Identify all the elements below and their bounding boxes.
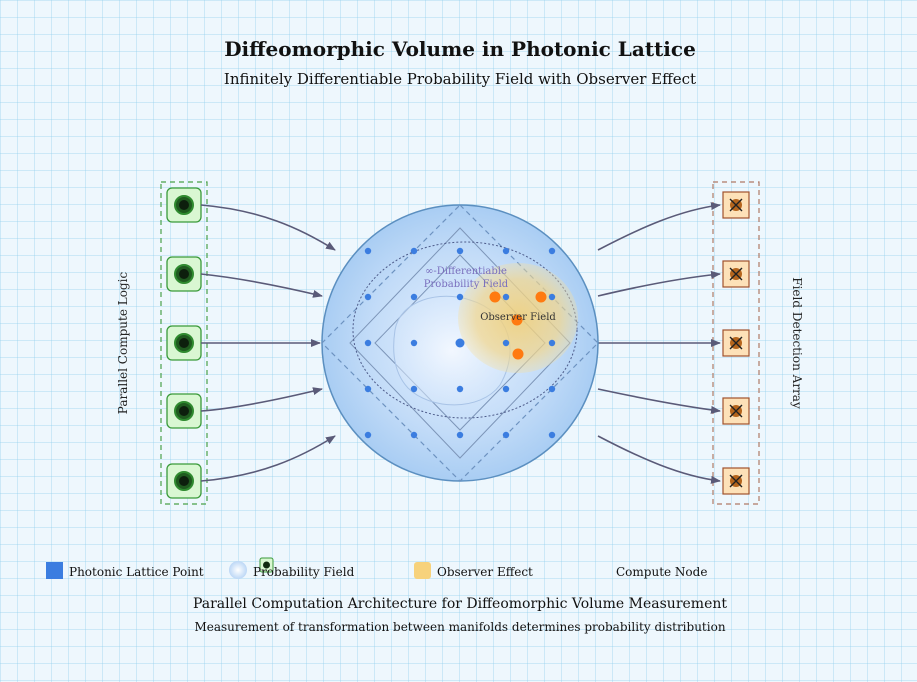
lattice-point (410, 431, 418, 439)
output-arrow (597, 270, 721, 297)
lattice-point (410, 385, 418, 393)
page-title: Diffeomorphic Volume in Photonic Lattice (224, 37, 696, 61)
detector-cross-icon (729, 336, 743, 350)
detector-panel: Field Detection Array (712, 181, 804, 505)
lattice-point (456, 247, 464, 255)
output-arrow (597, 435, 721, 484)
photonic-sphere: ∞-Differentiable Probability Field Obser… (321, 204, 599, 482)
compute-node (166, 256, 202, 292)
lattice-point (364, 431, 372, 439)
legend-probability-label: Probability Field (253, 565, 355, 579)
legend-probability-swatch (229, 561, 247, 579)
input-arrow (200, 387, 323, 412)
footer-note: Measurement of transformation between ma… (194, 620, 725, 634)
observer-point (489, 291, 501, 303)
compute-node-core (179, 269, 189, 279)
lattice-point (364, 385, 372, 393)
compute-node-core (179, 338, 189, 348)
lattice-point-grid (364, 247, 556, 439)
legend-compute-label: Compute Node (616, 565, 707, 579)
legend-observer-swatch (414, 562, 431, 579)
legend-lattice-label: Photonic Lattice Point (69, 565, 204, 579)
legend: Photonic Lattice Point Probability Field… (46, 557, 707, 579)
lattice-point (456, 431, 464, 439)
lattice-point (548, 431, 556, 439)
detector-cross-icon (729, 267, 743, 281)
input-arrow (200, 204, 336, 251)
detector (722, 191, 750, 219)
lattice-point (410, 293, 418, 301)
compute-node (166, 325, 202, 361)
lattice-point (548, 247, 556, 255)
detector (722, 329, 750, 357)
lattice-point (548, 293, 556, 301)
lattice-point (502, 431, 510, 439)
lattice-point (364, 339, 372, 347)
page-subtitle: Infinitely Differentiable Probability Fi… (224, 70, 696, 88)
compute-node (166, 393, 202, 429)
lattice-point (548, 385, 556, 393)
compute-node-core (179, 476, 189, 486)
manifold-boundary (352, 241, 578, 419)
lattice-point (410, 339, 418, 347)
footer-caption: Parallel Computation Architecture for Di… (193, 596, 727, 612)
lattice-point (364, 293, 372, 301)
compute-node (166, 187, 202, 223)
legend-compute-dot (263, 561, 270, 569)
legend-lattice-swatch (46, 562, 63, 579)
lattice-point (502, 247, 510, 255)
compute-panel-label: Parallel Compute Logic (116, 272, 130, 415)
detector-panel-label: Field Detection Array (790, 277, 804, 409)
lattice-point (364, 247, 372, 255)
input-arrow (200, 435, 336, 482)
detector-panel-border (712, 181, 760, 505)
observer-field-label: Observer Field (480, 312, 556, 323)
observer-point (511, 314, 523, 326)
lattice-point (410, 247, 418, 255)
input-arrow (200, 273, 323, 298)
legend-observer-label: Observer Effect (437, 565, 533, 579)
compute-node-list (166, 187, 202, 499)
lattice-point (502, 385, 510, 393)
detector (722, 397, 750, 425)
compute-node-core (179, 406, 189, 416)
compute-node (166, 463, 202, 499)
observer-point (535, 291, 547, 303)
observer-point (512, 348, 524, 360)
output-arrow (597, 202, 721, 251)
compute-node-core (179, 200, 189, 210)
lattice-point (455, 338, 465, 348)
lattice-point (502, 293, 510, 301)
compute-panel: Parallel Compute Logic (116, 181, 208, 505)
output-arrow (597, 388, 721, 414)
detector-cross-icon (729, 198, 743, 212)
lattice-point (502, 339, 510, 347)
field-label-line1: ∞-Differentiable (425, 266, 507, 277)
detector-box (722, 260, 750, 288)
field-label-line2: Probability Field (424, 279, 509, 290)
detector (722, 260, 750, 288)
detector-cross-icon (729, 404, 743, 418)
lattice-point (548, 339, 556, 347)
lattice-point (456, 293, 464, 301)
detector-cross-icon (729, 474, 743, 488)
detector-list (722, 191, 750, 495)
output-arrows (597, 202, 721, 484)
lattice-point (456, 385, 464, 393)
input-arrows (200, 204, 336, 482)
detector (722, 467, 750, 495)
